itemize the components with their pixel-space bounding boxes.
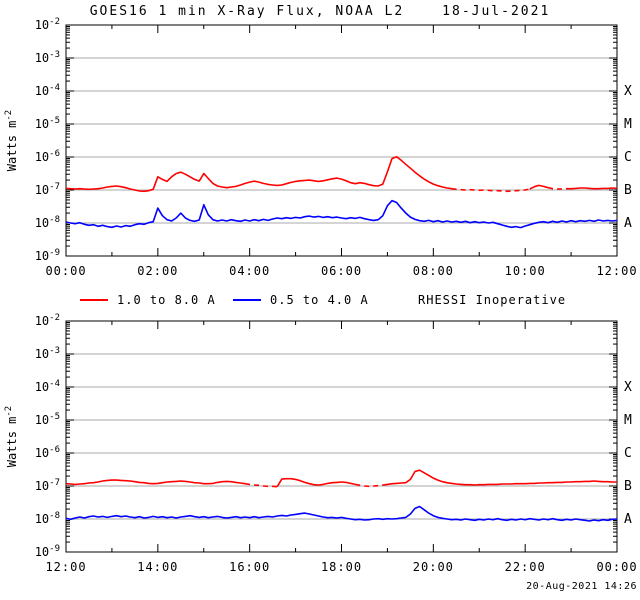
y-tick-label: 10-4 [35,379,60,394]
x-tick-label: 00:00 [45,264,86,278]
flare-class-label-M: M [624,413,632,428]
y-tick-label: 10-7 [35,182,60,197]
legend-label-long-channel: 1.0 to 8.0 A [117,293,216,307]
flare-class-label-X: X [624,380,632,395]
flux-curve-short-channel [65,505,618,522]
x-tick-label: 06:00 [321,264,362,278]
x-tick-label: 16:00 [229,560,270,574]
plot-frame [65,24,618,257]
page-title-date: 18-Jul-2021 [442,4,551,19]
y-tick-label: 10-6 [35,445,60,460]
x-tick-label: 14:00 [137,560,178,574]
chart-title-row: GOES16 1 min X-Ray Flux, NOAA L2 18-Jul-… [0,4,640,19]
plot-generated-timestamp: 20-Aug-2021 14:26 [526,581,637,592]
flux-curve-long-channel [65,479,246,486]
flux-curve-long-channel [382,469,617,486]
x-tick-label: 18:00 [321,560,362,574]
flare-class-label-M: M [624,117,632,132]
flare-class-label-C: C [624,150,632,165]
flux-curve-long-channel [276,477,356,488]
flare-class-label-X: X [624,84,632,99]
y-tick-label: 10-3 [35,346,60,361]
y-tick-label: 10-6 [35,149,60,164]
x-tick-label: 08:00 [413,264,454,278]
x-tick-label: 22:00 [505,560,546,574]
flux-curve-long-channel [451,187,530,193]
legend-line-short-channel [233,299,261,301]
x-tick-label: 12:00 [596,264,637,278]
flare-class-label-B: B [624,183,632,198]
flux-curve-long-channel [547,186,567,190]
x-tick-label: 02:00 [137,264,178,278]
y-tick-label: 10-5 [35,116,60,131]
y-tick-label: 10-7 [35,478,60,493]
rhessi-status-note: RHESSI Inoperative [418,293,567,307]
y-axis-label: Watts m-2 [4,110,19,171]
y-tick-label: 10-2 [35,17,60,32]
flux-curve-short-channel [65,199,618,229]
flux-curve-long-channel [566,187,618,190]
flux-curve-long-channel [355,483,383,488]
y-tick-label: 10-9 [35,544,60,559]
page-title: GOES16 1 min X-Ray Flux, NOAA L2 [89,4,405,19]
y-axis-label: Watts m-2 [4,406,19,467]
x-tick-label: 04:00 [229,264,270,278]
flare-class-label-C: C [624,446,632,461]
y-tick-label: 10-2 [35,313,60,328]
x-tick-label: 00:00 [596,560,637,574]
x-tick-label: 20:00 [413,560,454,574]
y-tick-label: 10-5 [35,412,60,427]
flux-curve-long-channel [65,155,452,193]
y-tick-label: 10-8 [35,511,60,526]
legend-line-long-channel [80,299,108,301]
legend-label-short-channel: 0.5 to 4.0 A [270,293,369,307]
flare-class-label-A: A [624,216,632,231]
y-tick-label: 10-9 [35,248,60,263]
flare-class-label-A: A [624,512,632,527]
y-tick-label: 10-4 [35,83,60,98]
y-tick-label: 10-3 [35,50,60,65]
flare-class-label-B: B [624,479,632,494]
flux-curve-long-channel [529,184,549,190]
x-tick-label: 10:00 [505,264,546,278]
x-tick-label: 12:00 [45,560,86,574]
y-tick-label: 10-8 [35,215,60,230]
